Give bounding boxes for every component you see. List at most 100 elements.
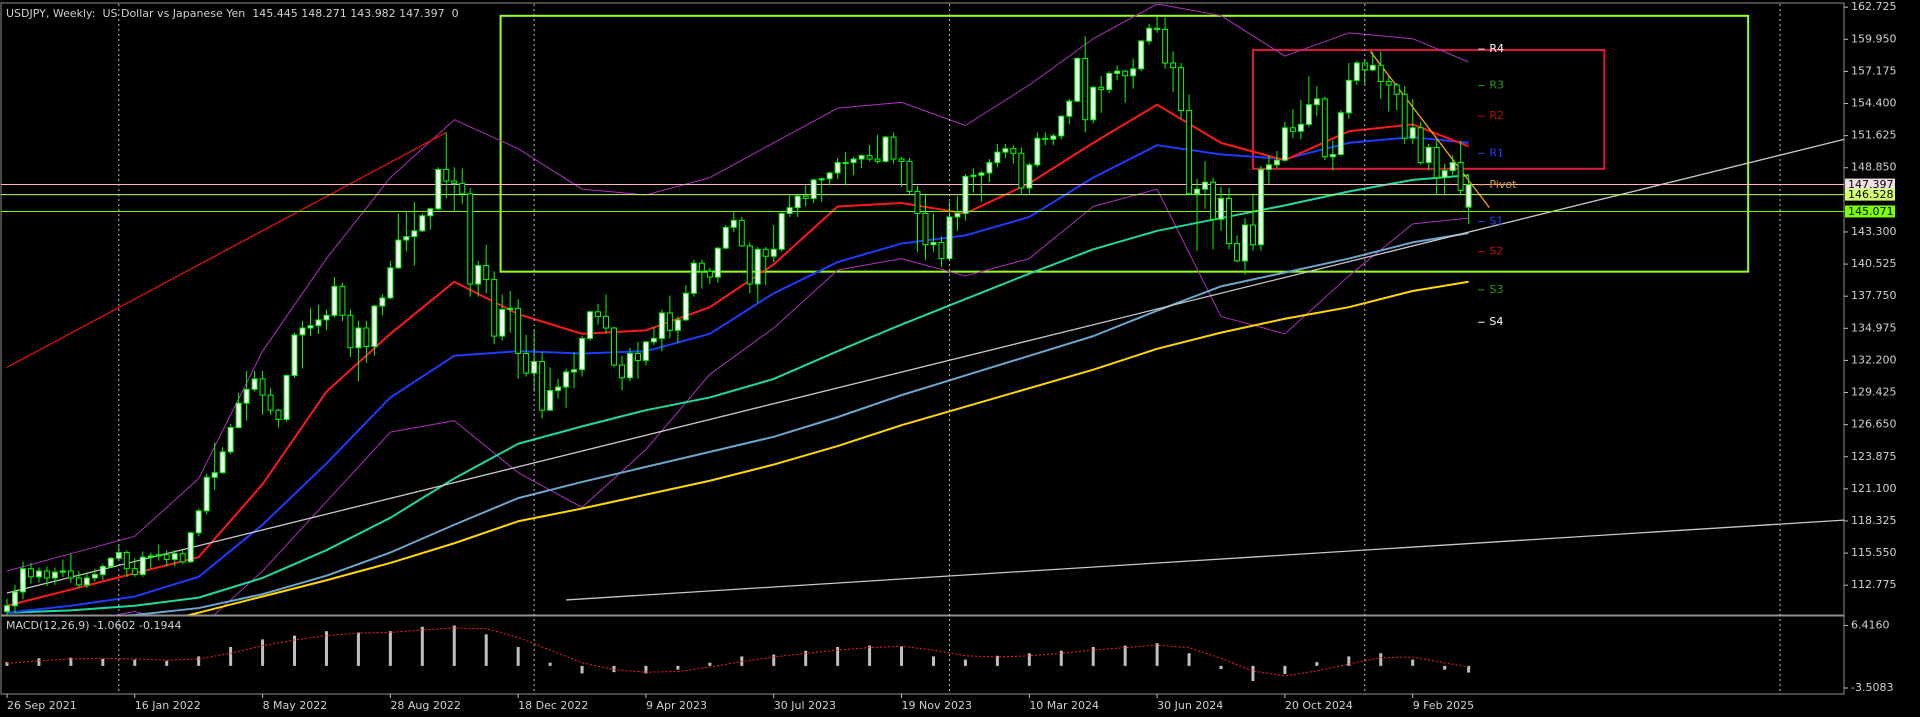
candle-body (1090, 86, 1097, 121)
candle-body (1329, 153, 1336, 158)
macd-bar (37, 658, 41, 666)
macd-bar (708, 662, 712, 666)
candle-body (898, 158, 905, 162)
candle-body (1138, 40, 1145, 70)
candle-body (1281, 127, 1288, 161)
macd-bar (1467, 665, 1471, 673)
candle-body (986, 162, 993, 174)
candle-body (451, 180, 458, 184)
candle-body (419, 215, 426, 232)
candle-body (91, 573, 98, 579)
candle-body (371, 305, 378, 348)
candle-body (195, 510, 202, 534)
candle-body (1385, 81, 1392, 86)
candle-body (139, 556, 146, 575)
macd-bar (1123, 645, 1127, 666)
macd-bar (1315, 662, 1319, 666)
y-tick-label: 154.400 (1851, 97, 1897, 110)
candle-body (858, 155, 865, 160)
y-tick-label: 134.975 (1851, 321, 1897, 334)
candle-body (587, 311, 594, 339)
macd-bar (101, 658, 105, 666)
box-object (499, 14, 1750, 273)
candle-body (650, 337, 657, 343)
candle-body (1417, 127, 1424, 164)
candle-body (1154, 27, 1161, 30)
candle-body (339, 285, 346, 316)
macd-bar (388, 631, 392, 666)
level-tag-label: 146.528 (1848, 188, 1894, 201)
candle-body (722, 226, 729, 249)
candle-body (1122, 70, 1129, 77)
level-tag-label: 145.071 (1848, 205, 1894, 218)
indicator-line (120, 232, 1469, 615)
candle-body (291, 334, 298, 376)
candle-body (563, 371, 570, 388)
candle-body (19, 568, 26, 593)
candle-body (874, 158, 881, 162)
x-tick-label: 28 Aug 2022 (390, 699, 460, 712)
macd-bar (548, 662, 552, 666)
candle-body (666, 312, 673, 331)
candle-body (1321, 98, 1328, 158)
candle-body (1058, 115, 1065, 137)
candle-body (842, 162, 849, 165)
candle-body (1345, 79, 1352, 114)
candle-body (850, 158, 857, 164)
candle-body (619, 364, 625, 379)
candle-body (259, 378, 266, 396)
candle-body (994, 151, 1001, 164)
y-tick-label: 126.650 (1851, 418, 1897, 431)
candle-body (59, 570, 66, 573)
candle-body (1210, 181, 1217, 220)
indicator-line (6, 4, 1469, 572)
y-tick-label: 148.850 (1851, 161, 1897, 174)
macd-bar (484, 634, 488, 666)
candle-body (299, 327, 306, 336)
macd-bar (293, 635, 297, 666)
candle-body (547, 390, 554, 411)
macd-bar (356, 632, 360, 666)
macd-bar (804, 650, 808, 666)
macd-bar (963, 659, 967, 666)
candle-body (1114, 70, 1121, 74)
candle-body (379, 297, 386, 307)
macd-bar (1251, 665, 1255, 682)
candle-body (682, 292, 689, 321)
candle-body (1273, 159, 1280, 166)
candle-body (1409, 127, 1416, 139)
candle-body (51, 571, 58, 579)
macd-panel-frame (0, 615, 1845, 695)
candle-body (1010, 148, 1017, 154)
candle-body (754, 248, 761, 285)
candle-body (946, 216, 953, 260)
candle-body (914, 190, 921, 214)
candle-body (1265, 164, 1272, 170)
candle-body (595, 311, 602, 317)
y-tick-label: 162.725 (1851, 0, 1897, 13)
pivot-label: Pivot (1489, 178, 1517, 191)
level-tag (1845, 178, 1895, 191)
candle-body (1433, 146, 1440, 179)
candle-body (1018, 152, 1025, 189)
candle-body (1066, 100, 1073, 117)
x-tick-label: 9 Apr 2023 (646, 699, 707, 712)
candle-body (603, 315, 609, 329)
candle-body (35, 570, 42, 578)
candle-body (507, 307, 514, 311)
pivot-label: S3 (1489, 283, 1503, 296)
candle-body (1297, 123, 1304, 132)
indicator-line (6, 136, 1469, 614)
macd-signal-line (6, 627, 1469, 677)
candle-body (1034, 137, 1041, 166)
candle-body (1393, 84, 1400, 95)
candle-body (515, 307, 522, 354)
level-tag (1845, 188, 1895, 201)
candle-body (1194, 188, 1201, 195)
x-tick-label: 30 Jul 2023 (774, 699, 836, 712)
candle-body (187, 532, 194, 563)
candle-body (658, 312, 665, 339)
candle-body (467, 193, 474, 285)
candle-body (1369, 64, 1376, 71)
candle-body (579, 337, 586, 371)
